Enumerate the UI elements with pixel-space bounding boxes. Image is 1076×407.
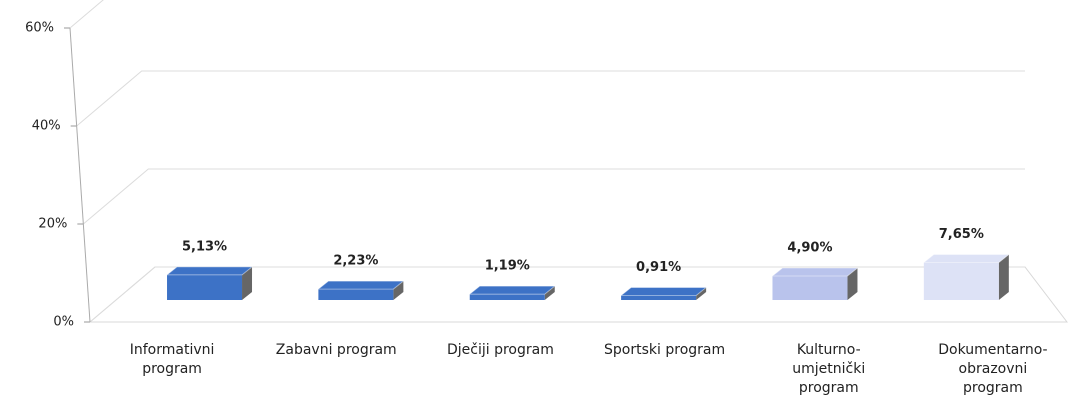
bar-top: [316, 280, 405, 290]
grid-line: [83, 168, 1025, 225]
x-tick-label: Dječiji program: [446, 342, 554, 358]
bar-side: [696, 287, 707, 300]
bar-side: [393, 281, 404, 300]
x-tick-label: Informativni program: [129, 342, 215, 377]
data-label: 0,91%: [636, 260, 681, 275]
bar-top: [771, 267, 859, 277]
bar: [923, 262, 999, 300]
data-label: 1,19%: [485, 259, 530, 274]
bar-top: [619, 287, 708, 297]
x-tick-label: Zabavni program: [275, 342, 397, 358]
bar: [772, 275, 848, 300]
bar-side: [998, 254, 1009, 300]
bar-side: [242, 266, 253, 300]
y-axis: [69, 27, 91, 323]
bar: [621, 295, 697, 300]
y-tick-label: 40%: [32, 119, 61, 134]
data-label: 5,13%: [182, 239, 227, 254]
x-tick-label: Kulturno-umjetnički program: [792, 342, 866, 396]
x-tick-label: Sportski program: [604, 342, 726, 358]
bar-side: [544, 286, 555, 300]
x-tick-label: Dokumentarno-obrazovni program: [938, 342, 1048, 396]
bar: [469, 294, 545, 300]
bar-side: [847, 267, 858, 300]
grid-line: [69, 0, 104, 29]
bar-top: [468, 285, 557, 295]
y-tick-label: 60%: [25, 21, 54, 36]
bar: [167, 274, 243, 300]
bar-top: [922, 254, 1011, 264]
y-tick-label: 0%: [53, 315, 74, 330]
data-label: 2,23%: [333, 254, 378, 269]
data-label: 4,90%: [787, 240, 832, 255]
y-tick-label: 20%: [38, 217, 67, 232]
grid-line: [76, 70, 1025, 127]
bar: [318, 289, 394, 300]
grid-line: [89, 266, 1025, 323]
bar-top: [165, 266, 254, 276]
data-label: 7,65%: [939, 227, 984, 242]
